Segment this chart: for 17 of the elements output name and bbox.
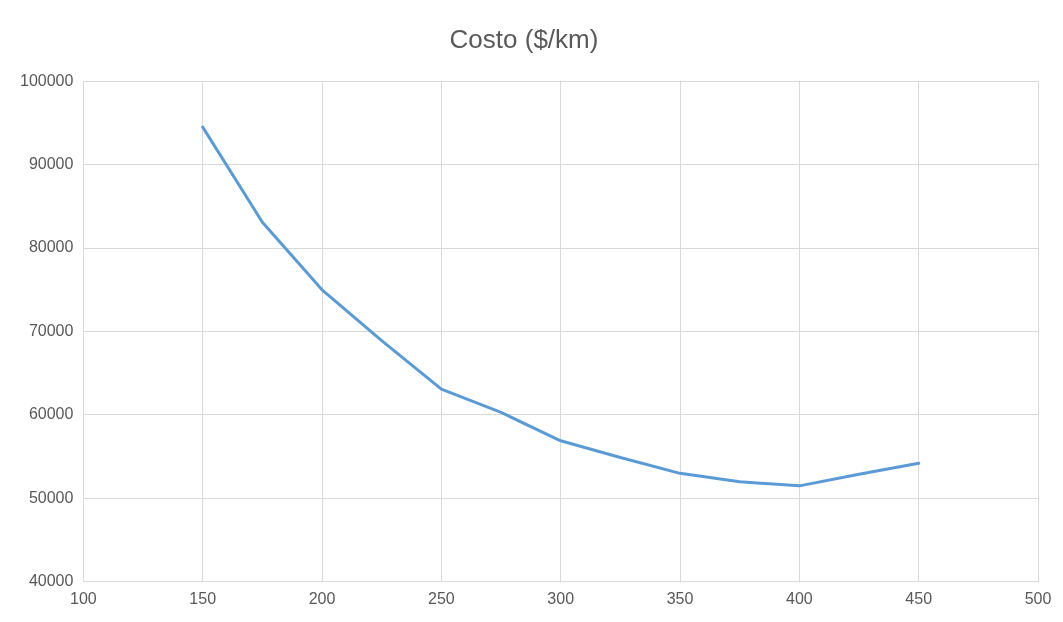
x-tick-label: 500 — [1024, 589, 1052, 607]
x-tick-label: 300 — [547, 589, 575, 607]
y-tick-label: 100000 — [20, 71, 74, 89]
y-tick-label: 90000 — [28, 155, 74, 173]
x-tick-label: 350 — [666, 589, 694, 607]
y-tick-label: 60000 — [28, 405, 74, 423]
x-tick-label: 250 — [428, 589, 455, 607]
x-tick-label: 150 — [189, 589, 217, 607]
x-tick-label: 200 — [308, 589, 336, 607]
x-tick-label: 400 — [786, 589, 813, 607]
x-tick-label: 450 — [905, 589, 933, 607]
x-tick-label: 100 — [70, 589, 97, 607]
y-tick-label: 50000 — [28, 488, 74, 506]
y-tick-label: 80000 — [28, 238, 74, 256]
y-tick-label: 40000 — [28, 572, 74, 590]
chart-title: Costo ($/km) — [449, 23, 599, 54]
y-tick-label: 70000 — [28, 321, 74, 339]
